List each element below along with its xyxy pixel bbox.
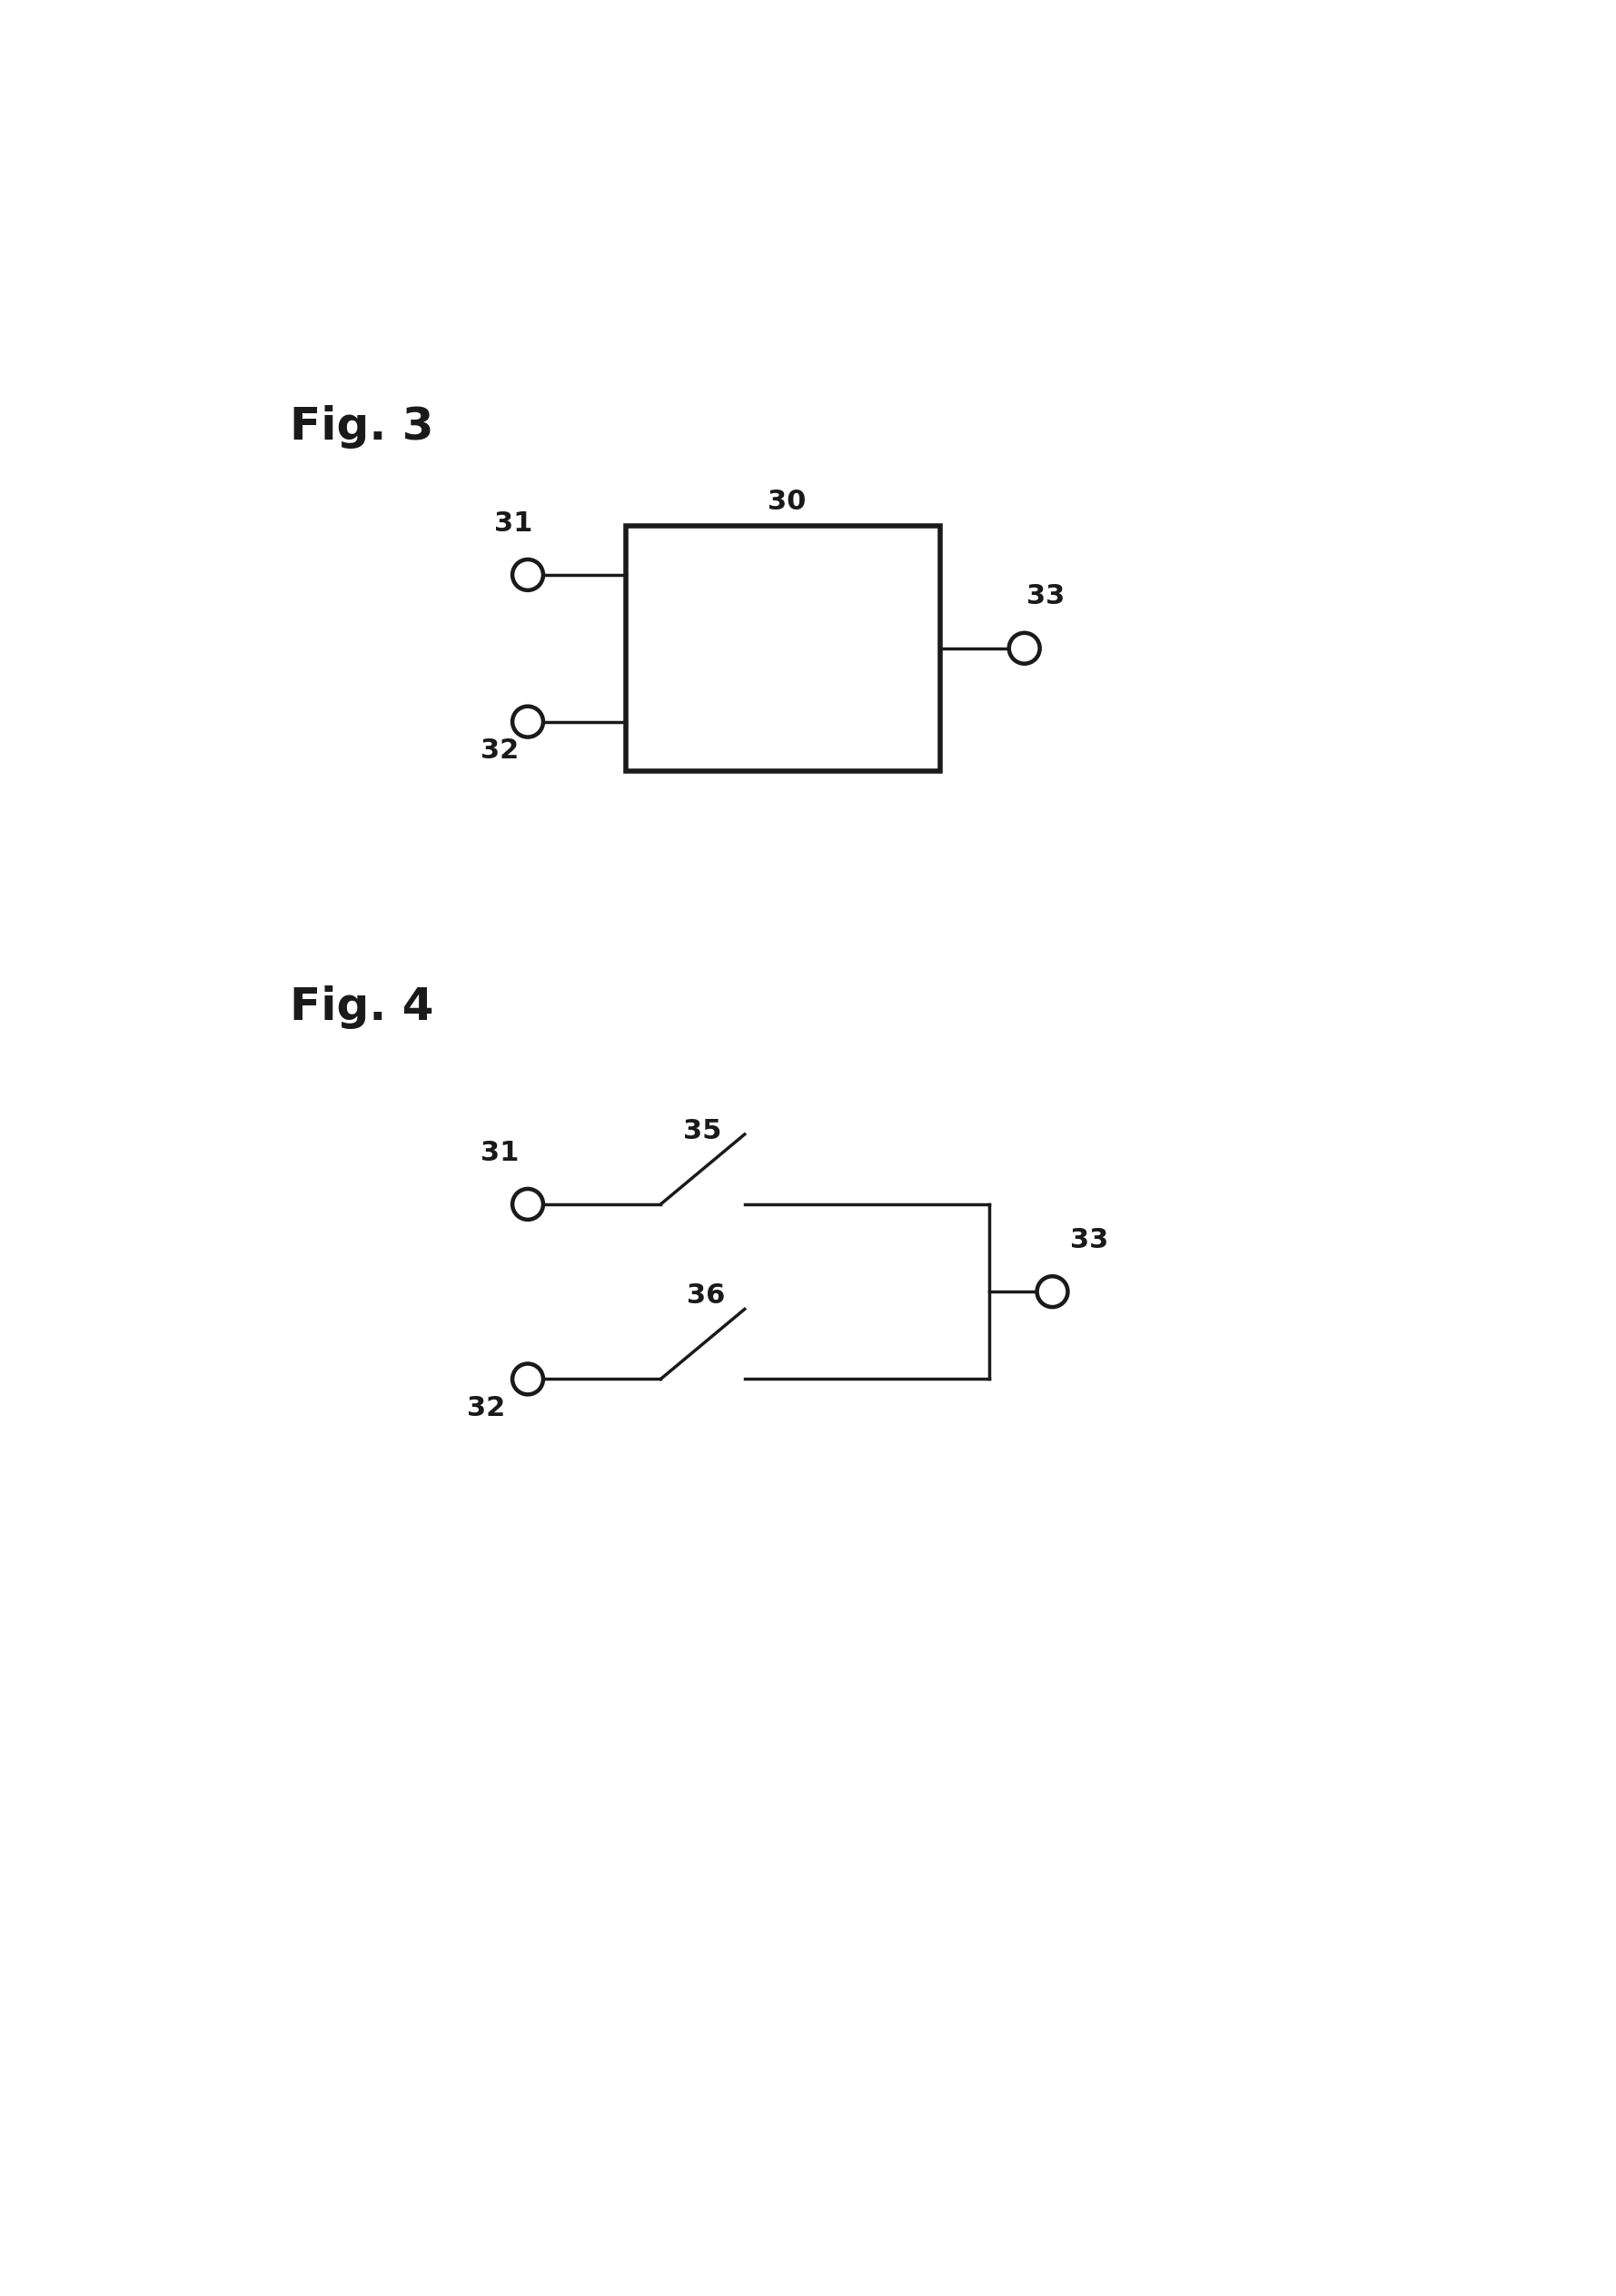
Text: Fig. 4: Fig. 4 bbox=[289, 985, 435, 1029]
Text: 35: 35 bbox=[684, 1118, 722, 1146]
Text: 32: 32 bbox=[467, 1394, 506, 1421]
Circle shape bbox=[512, 1189, 543, 1219]
Text: 31: 31 bbox=[494, 510, 533, 537]
Circle shape bbox=[1037, 1277, 1068, 1306]
Text: 30: 30 bbox=[768, 489, 806, 514]
Text: Fig. 3: Fig. 3 bbox=[289, 406, 435, 450]
Circle shape bbox=[512, 560, 543, 590]
Circle shape bbox=[1008, 634, 1039, 664]
Text: 32: 32 bbox=[480, 737, 519, 765]
Text: 31: 31 bbox=[480, 1139, 519, 1166]
Circle shape bbox=[512, 707, 543, 737]
Bar bbox=[625, 526, 941, 771]
Text: 33: 33 bbox=[1070, 1226, 1109, 1254]
Circle shape bbox=[512, 1364, 543, 1394]
Text: 33: 33 bbox=[1026, 583, 1065, 611]
Text: 36: 36 bbox=[687, 1283, 726, 1309]
